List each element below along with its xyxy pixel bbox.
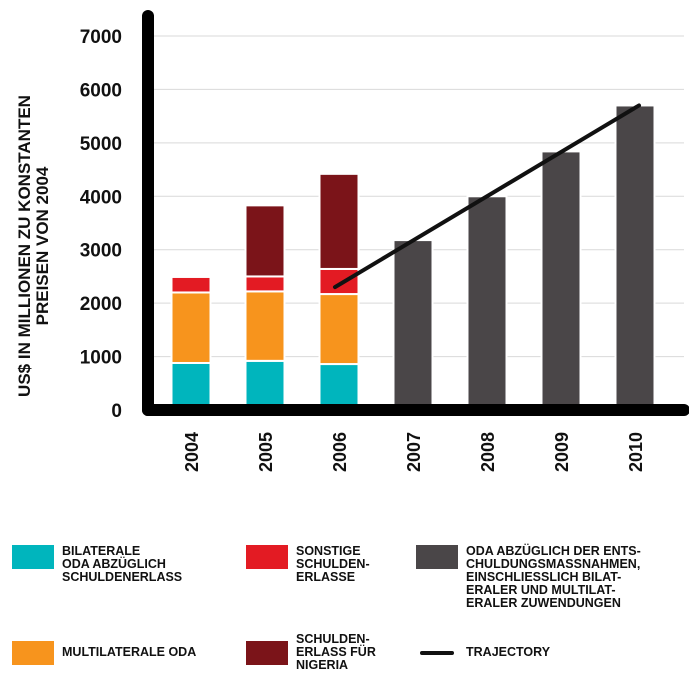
y-tick-label: 7000 [80, 27, 122, 48]
bar-segment [318, 363, 360, 411]
legend-item-trajectory: TRAJECTORY [416, 641, 550, 665]
y-tick-label: 3000 [80, 241, 122, 262]
bar-segment [540, 150, 582, 412]
bar-segment [392, 239, 434, 411]
trajectory-line-group [333, 103, 641, 290]
y-tick-label: 6000 [80, 80, 122, 101]
bar-segment [244, 290, 286, 362]
legend-swatch-oda-net [416, 545, 458, 569]
legend-swatch-sonstige [246, 545, 288, 569]
y-tick-label: 2000 [80, 294, 122, 315]
y-axis-label-line: US$ IN MILLIONEN ZU KONSTANTEN [15, 95, 34, 397]
x-tick-labels: 2004 2005 2006 2007 2008 2009 2010 [182, 432, 646, 472]
legend-label-oda-net: ODA ABZÜGLICH DER ENTS- CHULDUNGSMASSNAH… [466, 544, 641, 610]
x-tick-label: 2005 [256, 432, 276, 472]
trajectory-line [333, 103, 641, 290]
bar-segment [170, 291, 212, 364]
x-tick-label: 2006 [330, 432, 350, 472]
legend-item-nigeria: SCHULDEN- ERLASS FÜR NIGERIA [246, 633, 376, 672]
legend-item-oda-net: ODA ABZÜGLICH DER ENTS- CHULDUNGSMASSNAH… [416, 545, 641, 610]
bar-segment [466, 195, 508, 411]
bar-segment [318, 293, 360, 366]
y-tick-label: 4000 [80, 187, 122, 208]
legend: BILATERALE ODA ABZÜGLICH SCHULDENERLASS … [0, 530, 689, 681]
bar-segment [170, 361, 212, 411]
axes [142, 10, 689, 416]
bars [170, 104, 656, 412]
y-axis-label: US$ IN MILLIONEN ZU KONSTANTEN PREISEN VO… [15, 95, 52, 397]
x-tick-label: 2010 [626, 432, 646, 472]
bar-segment [170, 275, 212, 294]
bar-segment [318, 172, 360, 270]
bar-segment [244, 275, 286, 293]
y-tick-label: 1000 [80, 348, 122, 369]
legend-label-sonstige: SONSTIGE SCHULDEN- ERLASSE [296, 544, 370, 584]
y-tick-label: 5000 [80, 134, 122, 155]
x-tick-label: 2009 [552, 432, 572, 472]
legend-label-nigeria: SCHULDEN- ERLASS FÜR NIGERIA [296, 632, 376, 672]
legend-swatch-trajectory [416, 641, 458, 665]
bar-segment [318, 267, 360, 296]
legend-label-multilateral: MULTILATERALE ODA [62, 645, 197, 659]
x-tick-label: 2007 [404, 432, 424, 472]
y-axis-label-line: PREISEN VON 2004 [33, 166, 52, 325]
bar-segment [244, 359, 286, 411]
y-tick-labels: 0 1000 2000 3000 4000 5000 6000 7000 [80, 27, 122, 422]
y-tick-label: 0 [111, 401, 122, 422]
bar-segment [244, 204, 286, 278]
x-tick-label: 2008 [478, 432, 498, 472]
legend-swatch-nigeria [246, 641, 288, 665]
legend-label-trajectory: TRAJECTORY [466, 645, 551, 659]
legend-item-multilateral: MULTILATERALE ODA [12, 641, 196, 665]
legend-item-bilateral: BILATERALE ODA ABZÜGLICH SCHULDENERLASS [12, 545, 182, 584]
legend-swatch-multilateral [12, 641, 54, 665]
legend-item-sonstige: SONSTIGE SCHULDEN- ERLASSE [246, 545, 370, 584]
legend-swatch-bilateral [12, 545, 54, 569]
legend-label-bilateral: BILATERALE ODA ABZÜGLICH SCHULDENERLASS [62, 544, 183, 584]
x-tick-label: 2004 [182, 432, 202, 472]
bar-segment [614, 104, 656, 411]
